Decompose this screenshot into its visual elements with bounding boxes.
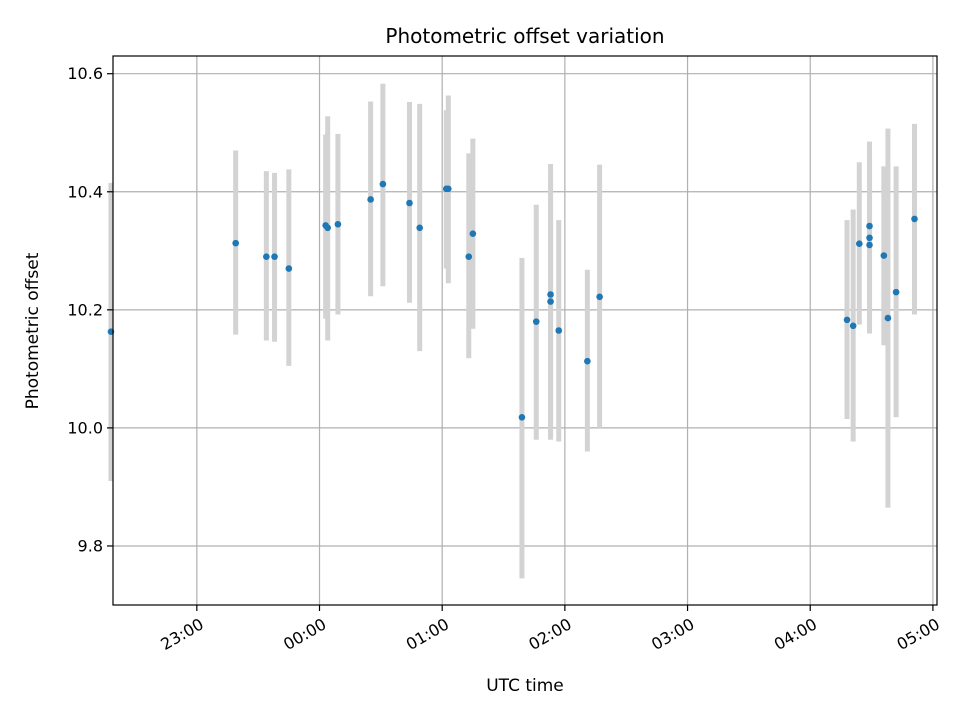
- data-points: [107, 180, 918, 421]
- data-point: [232, 239, 239, 247]
- data-point: [856, 240, 863, 248]
- data-point: [866, 222, 873, 230]
- data-point: [445, 185, 452, 193]
- data-point: [465, 253, 473, 261]
- data-point: [547, 298, 554, 305]
- data-point: [911, 215, 918, 223]
- y-tick-label: 10.2: [67, 300, 103, 319]
- data-point: [263, 253, 270, 261]
- y-tick-label: 10.6: [67, 64, 103, 83]
- data-point: [324, 224, 331, 232]
- y-tick-label: 10.0: [67, 418, 103, 437]
- data-point: [584, 357, 591, 365]
- y-tick-label: 9.8: [78, 536, 103, 555]
- data-point: [379, 180, 387, 188]
- plot-frame: [112, 55, 938, 606]
- data-point: [892, 288, 900, 296]
- data-point: [555, 327, 563, 334]
- chart-title: Photometric offset variation: [385, 24, 664, 48]
- data-point: [406, 199, 413, 207]
- data-point: [596, 293, 603, 301]
- data-point: [532, 318, 540, 325]
- y-axis-title: Photometric offset: [23, 252, 43, 409]
- data-point: [367, 196, 374, 203]
- data-point: [866, 241, 873, 249]
- data-point: [849, 322, 857, 330]
- data-point: [880, 252, 888, 259]
- data-point: [843, 316, 851, 324]
- grid: [113, 56, 937, 605]
- data-point: [469, 230, 477, 237]
- data-point: [884, 314, 892, 322]
- x-axis-title: UTC time: [486, 676, 564, 696]
- data-point: [334, 220, 342, 228]
- data-point: [416, 224, 423, 232]
- data-point: [271, 253, 278, 261]
- data-point: [547, 291, 554, 298]
- data-point: [866, 234, 873, 242]
- data-point: [518, 413, 526, 421]
- data-point: [285, 265, 293, 272]
- y-tick-label: 10.4: [67, 182, 103, 201]
- y-axis: 9.8 10.0 10.2 10.4 10.6: [67, 64, 113, 555]
